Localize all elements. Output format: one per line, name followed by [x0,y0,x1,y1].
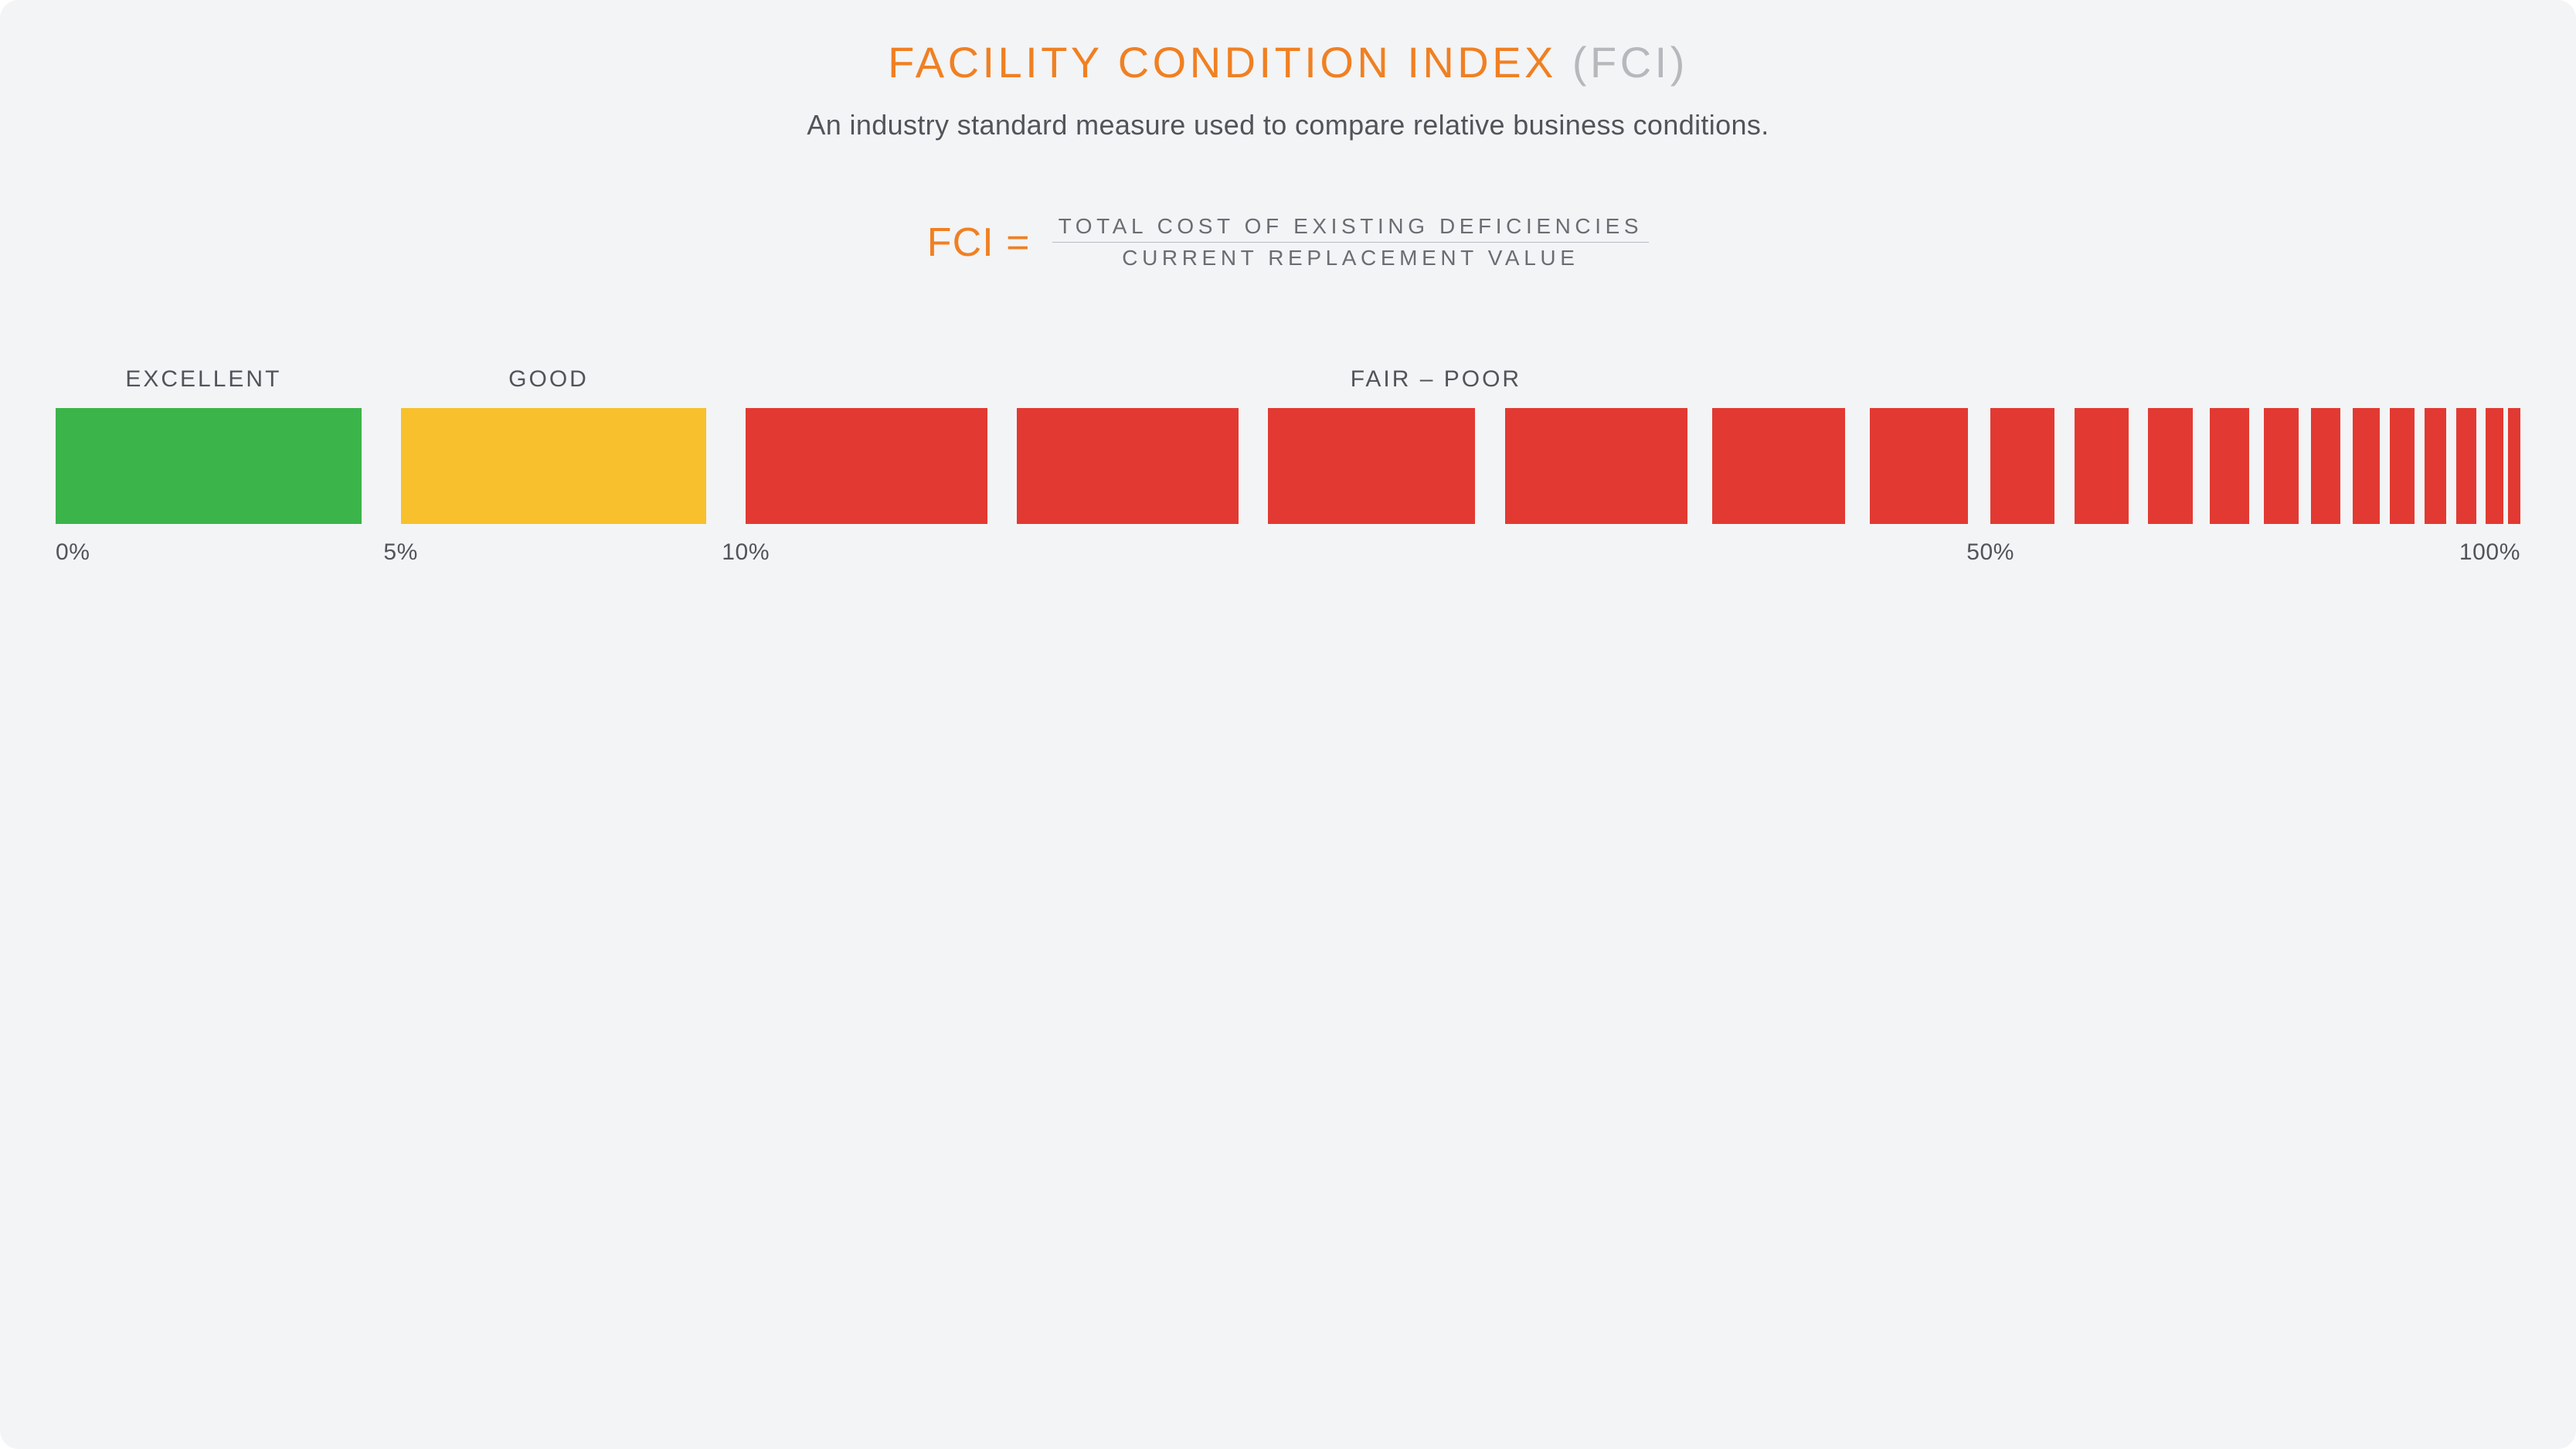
scale-segment [1505,408,1687,524]
category-label: GOOD [508,366,589,393]
title: FACILITY CONDITION INDEX (FCI) [56,37,2520,87]
scale-segment [1870,408,1969,524]
scale-segment [1268,408,1475,524]
scale-segment [2264,408,2299,524]
tick-label: 0% [56,539,90,566]
category-label: FAIR – POOR [1351,366,1521,393]
scale-segment [1017,408,1239,524]
scale-segment [56,408,362,524]
tick-label: 10% [722,539,770,566]
tick-labels: 0% 5% 10% 50% 100% [56,539,2520,573]
formula-lhs: FCI = [927,219,1031,266]
scale-segment [2508,408,2520,524]
scale-segment [2210,408,2249,524]
scale-segment [2425,408,2447,524]
scale-segment [2075,408,2129,524]
scale-segment [746,408,987,524]
scale-segment [401,408,707,524]
tick-label: 50% [1966,539,2014,566]
fci-card: FACILITY CONDITION INDEX (FCI) An indust… [0,0,2576,1449]
formula-denominator: CURRENT REPLACEMENT VALUE [1116,243,1585,274]
title-main: FACILITY CONDITION INDEX [888,38,1557,87]
scale-segment [2456,408,2476,524]
tick-label: 5% [383,539,418,566]
category-label: EXCELLENT [125,366,281,393]
scale-segment [1712,408,1845,524]
tick-label: 100% [2459,539,2520,566]
subtitle: An industry standard measure used to com… [807,109,1769,141]
formula-numerator: TOTAL COST OF EXISTING DEFICIENCIES [1052,211,1650,242]
scale-segment [2148,408,2192,524]
formula-fraction: TOTAL COST OF EXISTING DEFICIENCIES CURR… [1052,211,1650,274]
scale-segment [1990,408,2054,524]
scale-segment [2486,408,2503,524]
scale-bar [56,408,2520,524]
scale: EXCELLENT GOOD FAIR – POOR 0% 5% 10% 50% 100% [56,366,2520,573]
scale-segment [2353,408,2380,524]
scale-segment [2311,408,2340,524]
category-labels: EXCELLENT GOOD FAIR – POOR [56,366,2520,397]
formula: FCI = TOTAL COST OF EXISTING DEFICIENCIE… [56,211,2520,274]
scale-segment [2390,408,2415,524]
title-paren: (FCI) [1572,38,1688,87]
